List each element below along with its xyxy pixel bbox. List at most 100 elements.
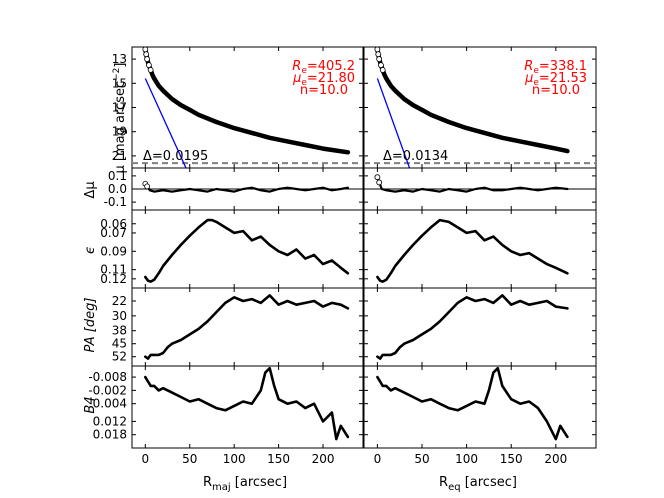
- ytick-label-pa-0: 52: [112, 350, 127, 364]
- series-b4-right: [376, 366, 569, 441]
- xtick-label-left-2: 100: [223, 452, 246, 466]
- ytick-label-pa-2: 38: [112, 324, 127, 338]
- ann-left-mue-val: =21.80: [307, 71, 355, 86]
- fit-line-right: [376, 78, 411, 168]
- marker-dmu-left-1: [144, 183, 151, 190]
- series-b4-left: [144, 366, 350, 441]
- panel-dmu-left: -0.10.00.1: [104, 167, 364, 211]
- marker-dmu-right-0: [374, 174, 381, 181]
- panel-pa-right: [363, 287, 597, 367]
- plot-area-b4-right: [376, 366, 569, 441]
- ylabel-pa: PA [deg]: [83, 298, 98, 353]
- frame-eps-left: [131, 209, 364, 289]
- marker-mu-right-3: [378, 62, 384, 69]
- ann-left-mue-sub: e: [301, 78, 307, 88]
- ann-right-mue-val: =21.53: [539, 71, 587, 86]
- plot-area-mu-right: [364, 47, 596, 168]
- ann-right-re-val: =338.1: [539, 59, 587, 74]
- ylabel-eps: ϵ: [83, 246, 98, 254]
- marker-mu-right-4: [379, 67, 386, 73]
- ann-right-mue-sub: e: [533, 78, 539, 88]
- panel-mu-left: 13 15 17 19 21: [112, 46, 364, 169]
- ytick-label-eps-0: 0.12: [100, 272, 127, 286]
- xlabel-left-rest: [arcsec]: [231, 475, 287, 490]
- xlabel-left: Rmaj [arcsec]: [203, 475, 287, 493]
- plot-area-pa-left: [144, 294, 350, 360]
- annotation-left-delta: Δ=0.0195: [143, 149, 208, 164]
- ytick-label-eps-2: 0.09: [100, 244, 127, 258]
- xtick-label-right-0: 0: [374, 452, 382, 466]
- annotation-left-n: n=10.0: [300, 83, 348, 98]
- ytick-label-mu-4: 21: [112, 149, 127, 163]
- series-dmu-left: [144, 182, 349, 193]
- ytick-label-pa-1: 45: [112, 337, 127, 351]
- ytick-label-dmu-0: -0.1: [104, 195, 127, 209]
- ylabel-dmu: Δμ: [83, 181, 98, 198]
- ytick-label-eps-1: 0.11: [100, 263, 127, 277]
- plot-area-mu-left: [132, 47, 363, 168]
- ann-right-re-sym: R: [524, 59, 533, 74]
- ylabel-mu-exp: −2: [112, 68, 122, 81]
- annotation-left-re: Re=405.2: [292, 59, 355, 76]
- ytick-label-eps-3: 0.07: [100, 226, 127, 240]
- xtick-label-right-3: 150: [500, 452, 523, 466]
- ytick-label-pa-3: 30: [112, 309, 127, 323]
- marker-mu-right-2: [376, 56, 383, 62]
- marker-mu-left-2: [144, 56, 151, 62]
- series-dmu-right: [376, 176, 569, 193]
- xtick-label-left-4: 200: [312, 452, 335, 466]
- xtick-label-left-1: 50: [182, 452, 197, 466]
- xlabel-right-rest: [arcsec]: [461, 475, 517, 490]
- series-eps-right: [376, 218, 569, 283]
- xlabel-right-sub: eq: [448, 482, 461, 493]
- marker-mu-left-0: [142, 47, 149, 53]
- ytick-label-eps-4: 0.06: [100, 217, 127, 231]
- annotation-right-delta: Δ=0.0134: [383, 149, 448, 164]
- annotation-left-mue: μe=21.80: [292, 71, 355, 88]
- series-eps-left: [144, 218, 350, 283]
- plot-area-eps-right: [376, 218, 569, 283]
- ylabel-mu-text: μ [mag arcsec: [113, 81, 128, 174]
- frame-b4-right: [363, 365, 597, 449]
- ytick-label-b4-4: -0.008: [88, 370, 127, 384]
- ann-left-re-sub: e: [301, 66, 307, 76]
- ann-left-re-sym: R: [292, 59, 301, 74]
- ytick-label-dmu-1: 0.0: [108, 182, 127, 196]
- ytick-label-mu-1: 15: [112, 76, 127, 90]
- ann-left-re-val: =405.2: [307, 59, 355, 74]
- marker-mu-left-3: [145, 62, 152, 69]
- xlabel-right-main: R: [439, 475, 448, 490]
- ytick-label-mu-2: 17: [112, 101, 127, 115]
- ytick-label-b4-1: 0.012: [93, 414, 127, 428]
- ylabel-b4: B4: [83, 396, 98, 413]
- frame-eps-right: [363, 209, 597, 289]
- ylabel-mu: μ [mag arcsec−2]: [112, 63, 128, 174]
- panel-b4-right: 0 50 100 150 200: [363, 365, 597, 466]
- ann-left-mue-sym: μ: [292, 71, 301, 86]
- plot-area-b4-left: [144, 366, 350, 441]
- ytick-label-b4-2: 0.004: [93, 397, 127, 411]
- ytick-label-b4-3: -0.002: [88, 383, 127, 397]
- annotation-right-n: n=10.0: [532, 83, 580, 98]
- panel-eps-right: [363, 209, 597, 289]
- xtick-label-left-0: 0: [142, 452, 150, 466]
- plot-area-pa-right: [376, 294, 569, 360]
- annotation-right-re: Re=338.1: [524, 59, 587, 76]
- series-pa-left: [144, 294, 350, 360]
- xtick-label-right-2: 100: [455, 452, 478, 466]
- panel-dmu-right: [363, 167, 597, 211]
- marker-mu-right-0: [374, 47, 381, 53]
- annotation-right-mue: μe=21.53: [524, 71, 587, 88]
- ytick-label-mu-0: 13: [112, 52, 127, 66]
- series-pa-right: [376, 294, 569, 360]
- xtick-label-right-4: 200: [544, 452, 567, 466]
- marker-mu-right-1: [375, 51, 382, 58]
- plot-area-eps-left: [144, 218, 350, 283]
- ylabel-mu-close: ]: [113, 63, 128, 68]
- xlabel-left-sub: maj: [212, 482, 231, 493]
- marker-dmu-right-1: [376, 179, 383, 186]
- fit-line-left: [144, 78, 187, 168]
